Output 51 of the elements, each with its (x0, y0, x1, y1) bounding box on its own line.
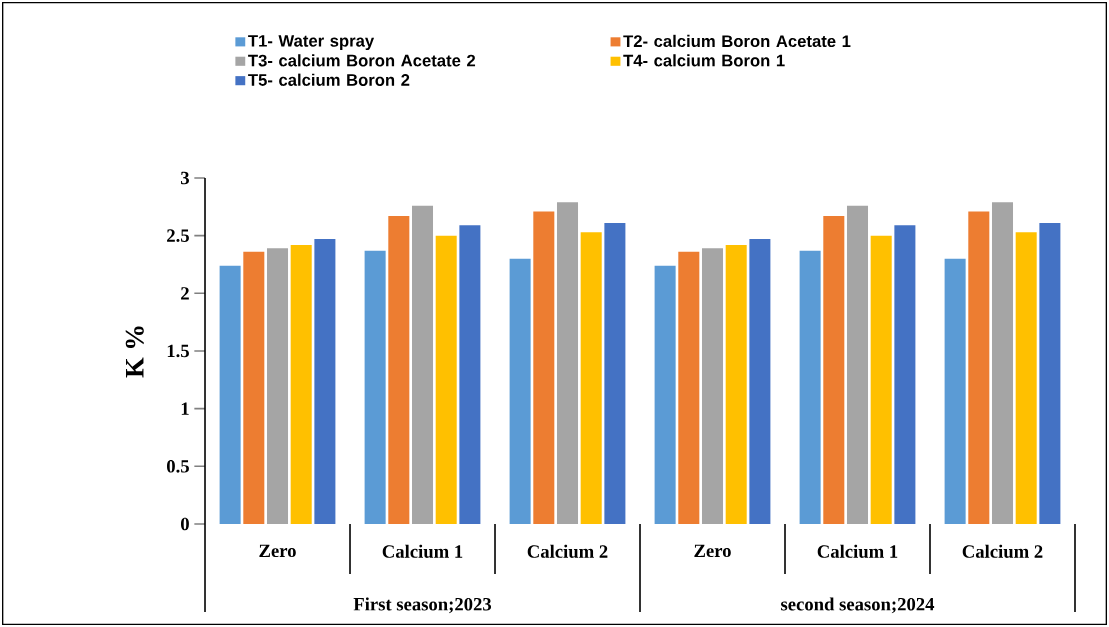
x-tick-label: Calcium 2 (527, 544, 608, 558)
bar (243, 251, 265, 524)
bar (749, 239, 771, 524)
text: second season;2024 (781, 597, 935, 614)
y-axis-title: K % (125, 326, 144, 378)
bar (725, 244, 747, 524)
bar (944, 258, 966, 524)
bar (678, 251, 700, 524)
bar (654, 265, 676, 524)
y-tick-label: 2 (181, 287, 189, 300)
bar (823, 216, 845, 524)
bar (894, 225, 916, 524)
x-tick-label: Zero (259, 544, 296, 558)
y-tick-label: 1 (181, 402, 189, 415)
bar (580, 232, 602, 524)
bar (799, 250, 821, 524)
bar (846, 205, 869, 524)
bar (267, 248, 289, 524)
legend-label: T5- calcium Boron 2 (248, 73, 410, 86)
bar (1039, 222, 1061, 524)
bar (533, 211, 555, 524)
bar (219, 265, 241, 524)
text: First season;2023 (353, 597, 492, 614)
bar (968, 211, 990, 524)
bar (604, 222, 626, 524)
y-tick-label: 2.5 (167, 229, 189, 242)
bar (459, 225, 481, 524)
y-tick-label: 0.5 (167, 459, 189, 473)
legend-label: T3- calcium Boron Acetate 2 (248, 54, 476, 67)
x-tick-label: Calcium 1 (382, 544, 463, 558)
legend-label: T1- Water spray (248, 35, 375, 51)
bar (290, 244, 312, 524)
bar (1015, 232, 1037, 524)
bar (509, 258, 531, 524)
y-tick-label: 1.5 (167, 344, 189, 358)
bar (435, 235, 457, 524)
legend-label: T4- calcium Boron 1 (623, 54, 785, 67)
y-tick-label: 0 (181, 517, 189, 531)
bar (870, 235, 892, 524)
x-tick-label: Zero (694, 544, 731, 558)
x-tick-label: Calcium 2 (962, 544, 1043, 558)
bar (701, 248, 724, 524)
bar (388, 216, 410, 524)
y-tick-label: 3 (181, 171, 189, 185)
bar (412, 205, 434, 524)
bar (556, 202, 579, 524)
bar (314, 239, 336, 524)
bar (364, 250, 386, 524)
x-tick-label: Calcium 1 (817, 544, 898, 558)
legend-label: T2- calcium Boron Acetate 1 (623, 34, 851, 48)
bar (991, 202, 1014, 524)
